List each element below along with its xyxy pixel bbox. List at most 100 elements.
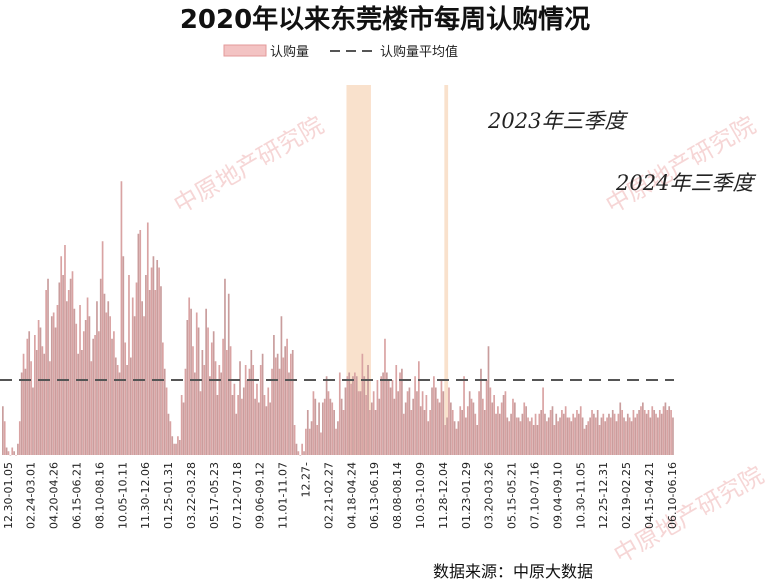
bar xyxy=(66,301,68,455)
x-tick-label: 06.10-06.16 xyxy=(666,462,679,529)
bar xyxy=(519,421,522,455)
bar xyxy=(180,395,183,455)
bar xyxy=(640,406,642,455)
bar xyxy=(365,395,367,455)
bar xyxy=(133,316,136,455)
bar xyxy=(237,395,239,455)
bar xyxy=(94,335,96,455)
bar xyxy=(465,417,467,455)
bar xyxy=(220,372,223,455)
bar xyxy=(11,447,14,455)
bar xyxy=(214,361,217,455)
bar xyxy=(152,256,155,455)
bar xyxy=(186,320,189,455)
bar xyxy=(177,436,179,455)
bar xyxy=(101,241,104,455)
bar xyxy=(538,413,541,455)
bar xyxy=(120,181,123,455)
bar xyxy=(107,301,110,455)
bar xyxy=(242,387,245,455)
bar xyxy=(252,365,255,455)
bar xyxy=(165,387,168,455)
bar xyxy=(338,372,341,455)
bar xyxy=(269,402,271,455)
bar xyxy=(406,391,409,455)
bar xyxy=(489,387,492,455)
bar xyxy=(410,410,413,455)
bar xyxy=(425,395,428,455)
highlight-label-2023q3: 2023年三季度 xyxy=(487,109,628,133)
bar xyxy=(498,413,501,455)
bar xyxy=(250,350,253,455)
bar xyxy=(414,376,416,455)
bar xyxy=(581,417,584,455)
bar xyxy=(359,391,362,455)
bar xyxy=(82,331,85,455)
bar xyxy=(378,398,381,455)
bar xyxy=(160,286,162,455)
x-tick-label: 03.20-03.26 xyxy=(483,462,496,529)
bar xyxy=(99,278,102,455)
x-tick-label: 10.03-10.09 xyxy=(414,462,427,529)
bar xyxy=(574,417,576,455)
bar xyxy=(26,338,29,455)
bar xyxy=(145,275,147,455)
bar xyxy=(88,316,91,455)
bar xyxy=(216,395,219,455)
bar xyxy=(135,282,138,455)
bar xyxy=(7,451,10,455)
bar xyxy=(190,308,192,455)
bar xyxy=(122,256,125,455)
bar xyxy=(610,417,612,455)
bar xyxy=(318,402,320,455)
bar xyxy=(158,267,160,455)
bar xyxy=(446,417,448,455)
bar xyxy=(41,346,44,455)
bar xyxy=(286,338,288,455)
bar xyxy=(551,406,554,455)
bar xyxy=(218,365,221,455)
x-tick-label: 11.30-12.06 xyxy=(139,462,152,529)
bar xyxy=(387,380,390,455)
bar xyxy=(320,432,322,455)
bar xyxy=(290,353,292,455)
bar xyxy=(167,413,170,455)
bar xyxy=(470,398,473,455)
bar xyxy=(399,372,401,455)
bar xyxy=(402,413,405,455)
bar xyxy=(472,402,475,455)
bar xyxy=(282,357,285,455)
bar xyxy=(37,320,40,455)
bar xyxy=(73,308,76,455)
bar xyxy=(623,417,625,455)
bar xyxy=(241,398,243,455)
bar xyxy=(542,387,544,455)
bar xyxy=(436,398,439,455)
bar xyxy=(178,440,181,455)
bar xyxy=(572,413,575,455)
bar xyxy=(90,361,93,455)
bar xyxy=(280,316,283,455)
bar xyxy=(361,353,364,455)
bar xyxy=(32,387,34,455)
bar xyxy=(391,380,394,455)
bar xyxy=(118,372,121,455)
bar xyxy=(370,402,373,455)
bar xyxy=(9,455,12,456)
bar xyxy=(657,417,659,455)
bar xyxy=(259,365,262,455)
bar-series xyxy=(2,181,674,456)
bar xyxy=(653,410,655,455)
bar xyxy=(254,398,256,455)
bar xyxy=(143,316,145,455)
bar xyxy=(111,338,113,455)
bar xyxy=(297,451,300,455)
bar xyxy=(532,425,535,455)
bar xyxy=(271,368,273,455)
bar xyxy=(587,421,590,455)
x-tick-label: 07.12-07.18 xyxy=(231,462,244,529)
bar xyxy=(662,406,665,455)
bar xyxy=(13,451,15,455)
bar xyxy=(284,346,287,455)
